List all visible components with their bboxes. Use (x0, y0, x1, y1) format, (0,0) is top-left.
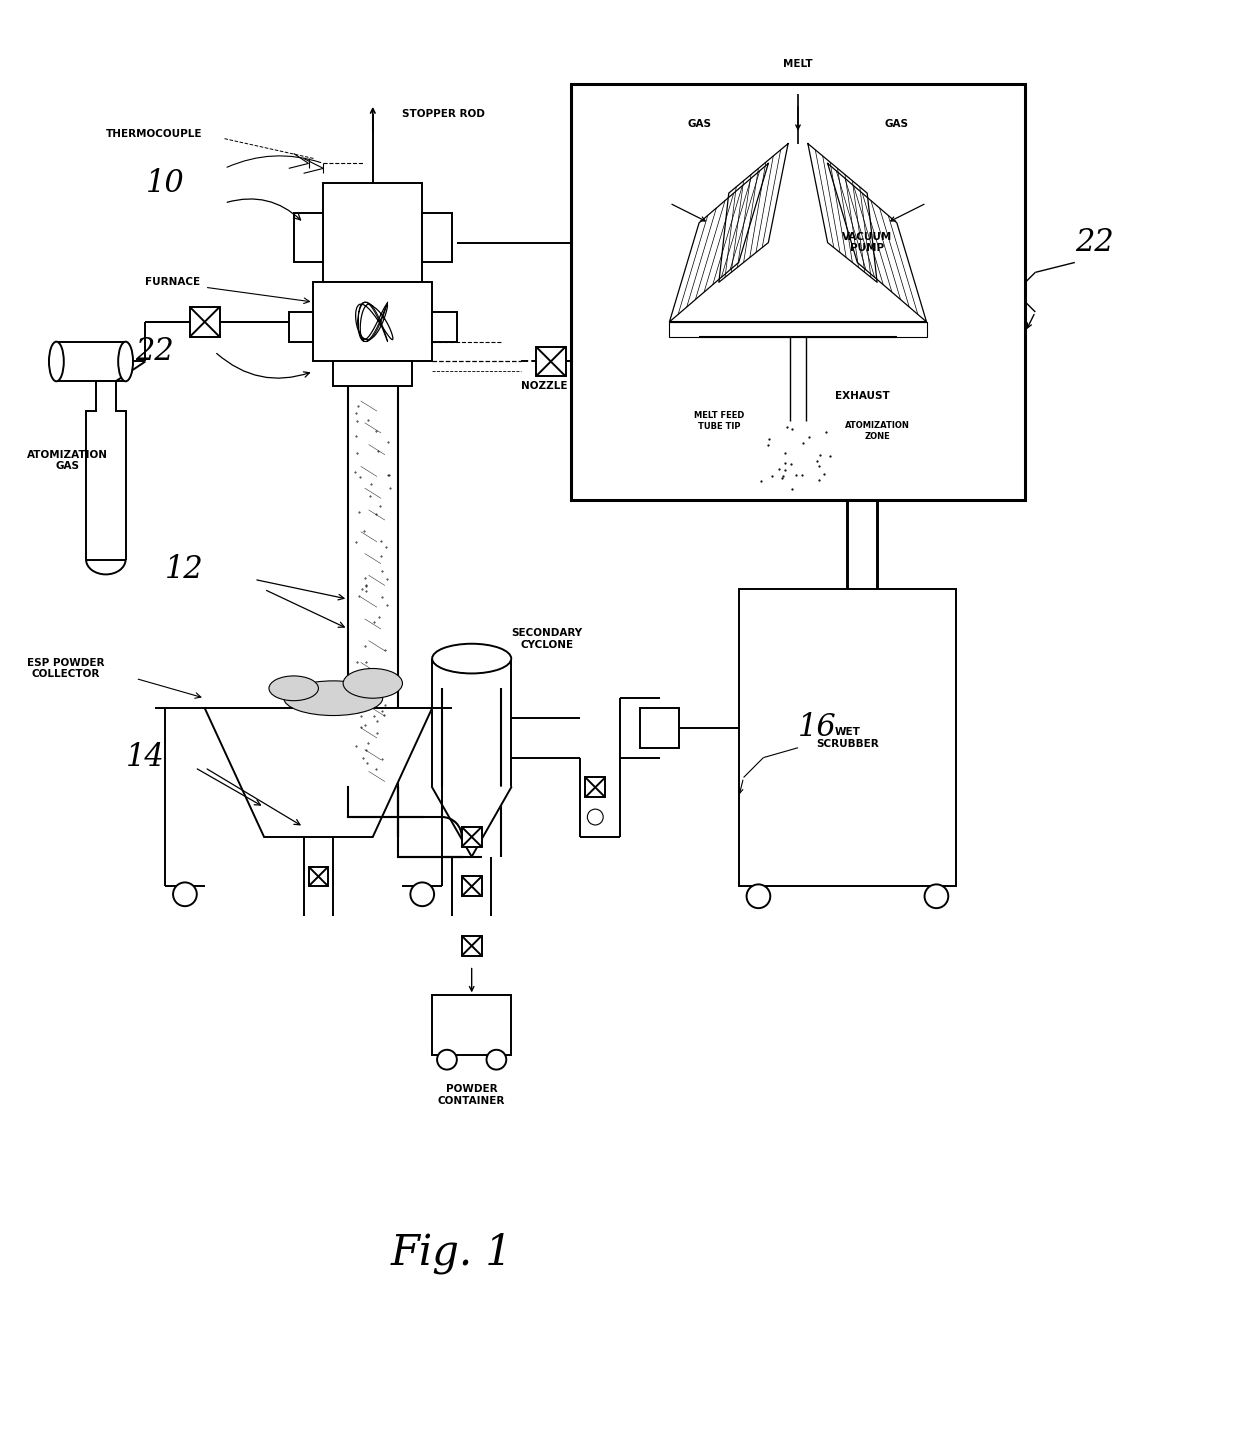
Bar (570, 85, 1025, 500)
Bar (294, 213, 324, 263)
Circle shape (174, 883, 197, 906)
Bar (461, 936, 481, 956)
Bar (334, 361, 413, 387)
Bar (536, 347, 565, 377)
Text: POWDER
CONTAINER: POWDER CONTAINER (438, 1084, 506, 1106)
Polygon shape (205, 707, 432, 837)
Circle shape (746, 884, 770, 909)
Polygon shape (432, 788, 511, 857)
Text: ATOMIZATION
ZONE: ATOMIZATION ZONE (844, 421, 909, 440)
Bar (432, 995, 511, 1054)
Bar (314, 282, 432, 361)
Text: MELT: MELT (784, 59, 812, 69)
Text: 22: 22 (135, 336, 175, 367)
Text: 16: 16 (799, 712, 837, 743)
Text: THERMOCOUPLE: THERMOCOUPLE (105, 129, 202, 138)
Text: MELT FEED
TUBE TIP: MELT FEED TUBE TIP (693, 411, 744, 430)
Polygon shape (670, 164, 769, 322)
Circle shape (486, 1050, 506, 1070)
Text: VACUUM
PUMP: VACUUM PUMP (842, 232, 893, 253)
Text: Fig. 1: Fig. 1 (391, 1232, 513, 1274)
Text: GAS: GAS (885, 119, 909, 129)
Text: ESP POWDER
COLLECTOR: ESP POWDER COLLECTOR (27, 657, 104, 679)
Polygon shape (827, 164, 926, 322)
Circle shape (925, 884, 949, 909)
Ellipse shape (432, 644, 511, 673)
Circle shape (588, 810, 603, 825)
Bar (461, 877, 481, 896)
Circle shape (436, 1050, 456, 1070)
Bar (190, 308, 219, 336)
Circle shape (856, 439, 869, 453)
Polygon shape (808, 144, 877, 282)
Text: 22: 22 (1075, 227, 1114, 259)
Bar (640, 707, 680, 748)
Bar (289, 312, 314, 342)
Text: EXHAUST: EXHAUST (835, 391, 889, 401)
Ellipse shape (269, 676, 319, 700)
Ellipse shape (343, 669, 403, 699)
Text: NOZZLE: NOZZLE (521, 381, 568, 391)
Bar (56, 342, 125, 381)
Bar (461, 827, 481, 847)
Text: SECONDARY
CYCLONE: SECONDARY CYCLONE (511, 628, 583, 650)
Bar (585, 778, 605, 797)
Text: FURNACE: FURNACE (145, 278, 201, 288)
Ellipse shape (48, 342, 63, 381)
Text: ATOMIZATION
GAS: ATOMIZATION GAS (27, 450, 108, 472)
Ellipse shape (284, 680, 383, 716)
Bar (615, 227, 645, 257)
Ellipse shape (118, 342, 133, 381)
Bar (423, 213, 451, 263)
Bar (739, 590, 956, 886)
Text: WET
SCRUBBER: WET SCRUBBER (816, 728, 879, 749)
Circle shape (410, 883, 434, 906)
Text: 14: 14 (125, 742, 165, 774)
Text: 10: 10 (145, 168, 184, 198)
Bar (324, 183, 423, 282)
Bar (694, 227, 724, 257)
Bar (799, 203, 936, 282)
Text: GAS: GAS (687, 119, 711, 129)
Text: 12: 12 (165, 554, 203, 585)
Bar (309, 867, 329, 886)
Text: STOPPER ROD: STOPPER ROD (403, 109, 485, 119)
Polygon shape (719, 144, 789, 282)
Bar (432, 312, 456, 342)
Bar (670, 322, 926, 336)
